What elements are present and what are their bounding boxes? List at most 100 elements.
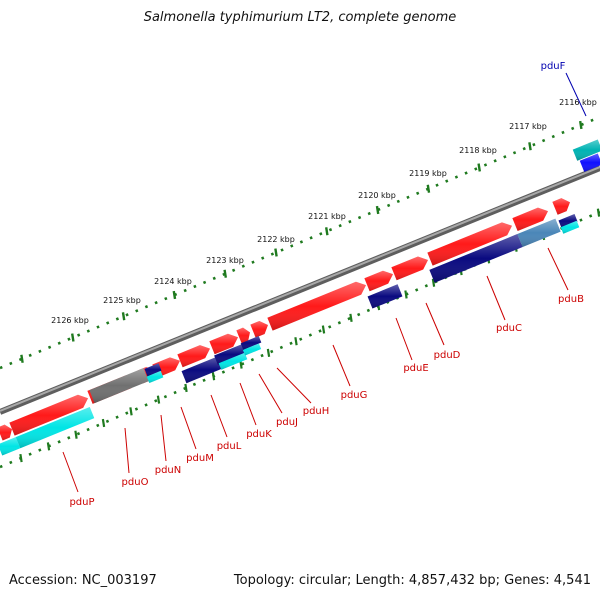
inner-tick bbox=[19, 453, 23, 463]
pduE-dark-block[interactable] bbox=[367, 284, 403, 309]
pduK-cyan-block[interactable] bbox=[242, 343, 262, 356]
ruler-label: 2120 kbp bbox=[358, 191, 396, 200]
ruler-label: 2118 kbp bbox=[459, 146, 497, 155]
pduL-dark-block[interactable] bbox=[214, 344, 246, 365]
inner-tick bbox=[404, 290, 408, 299]
gene-label-pduJ[interactable]: pduJ bbox=[276, 417, 298, 428]
pduG-arrow[interactable] bbox=[267, 281, 366, 331]
pduL-cyan-block[interactable] bbox=[218, 352, 248, 370]
pduE-arrow[interactable] bbox=[364, 270, 393, 292]
gene-leader-line bbox=[124, 427, 130, 474]
inner-tick bbox=[46, 442, 51, 451]
gene-leader-line bbox=[160, 414, 167, 462]
pduN-cyan-block[interactable] bbox=[146, 370, 164, 384]
pduP-cyan-block[interactable] bbox=[15, 407, 95, 449]
ruler-label: 2117 kbp bbox=[509, 122, 547, 131]
gene-label-pduK[interactable]: pduK bbox=[246, 429, 272, 440]
gene-leader-line bbox=[62, 451, 79, 493]
gene-label-pduN[interactable]: pduN bbox=[155, 465, 182, 476]
pduB-steel-block[interactable] bbox=[517, 218, 561, 248]
ruler-label: 2122 kbp bbox=[257, 235, 295, 244]
gene-label-pduE[interactable]: pduE bbox=[403, 363, 428, 374]
inner-tick bbox=[596, 208, 600, 217]
gene-label-pduP[interactable]: pduP bbox=[69, 497, 94, 508]
ruler-label: 2125 kbp bbox=[103, 296, 141, 305]
inner-tick bbox=[184, 383, 188, 393]
pduD-arrow[interactable] bbox=[391, 256, 428, 281]
gene-leader-line bbox=[239, 382, 257, 426]
gene-label-pduD[interactable]: pduD bbox=[434, 350, 461, 361]
ruler-tick bbox=[324, 227, 329, 236]
pduC-dark-block[interactable] bbox=[429, 234, 523, 283]
gene-leader-line bbox=[210, 394, 228, 438]
pduJ-arrow[interactable] bbox=[236, 327, 250, 344]
ruler-major-ticks bbox=[20, 120, 583, 363]
ruler-tick bbox=[70, 333, 75, 342]
genome-summary-text: Topology: circular; Length: 4,857,432 bp… bbox=[233, 573, 591, 588]
map-title: Salmonella typhimurium LT2, complete gen… bbox=[143, 10, 457, 25]
ruler-tick bbox=[172, 290, 177, 300]
inner-tick bbox=[101, 418, 106, 428]
ruler-label: 2124 kbp bbox=[154, 277, 192, 286]
gene-leader-line bbox=[486, 275, 506, 321]
gene-leader-line bbox=[258, 373, 283, 414]
pduF-blue-block[interactable] bbox=[579, 153, 600, 172]
inner-tick bbox=[239, 360, 243, 369]
pduC-arrow[interactable] bbox=[427, 222, 512, 266]
ruler-label: 2116 kbp bbox=[559, 98, 597, 107]
inner-major-ticks bbox=[19, 208, 600, 463]
pduN-dark-block[interactable] bbox=[144, 363, 162, 377]
pduK-arrow[interactable] bbox=[209, 333, 238, 355]
pduL-arrow[interactable] bbox=[177, 345, 210, 368]
gene-label-pduF[interactable]: pduF bbox=[541, 61, 566, 72]
ruler-tick bbox=[477, 163, 482, 172]
ruler-ring-inner bbox=[0, 210, 600, 469]
pduK-dark-block[interactable] bbox=[240, 336, 262, 350]
cyan-block-left[interactable] bbox=[0, 437, 21, 456]
ruler-tick bbox=[274, 248, 278, 257]
ruler-tick bbox=[121, 312, 126, 321]
ruler-label: 2126 kbp bbox=[51, 316, 89, 325]
gene-label-pduL[interactable]: pduL bbox=[217, 441, 242, 452]
gene-label-pduC[interactable]: pduC bbox=[496, 323, 522, 334]
pduP-arrow[interactable] bbox=[9, 394, 88, 436]
pduP-arrow-a[interactable] bbox=[0, 424, 12, 441]
inner-tick bbox=[129, 407, 133, 416]
ruler-label: 2123 kbp bbox=[206, 256, 244, 265]
gene-leader-line bbox=[547, 247, 569, 291]
gene-leader-line bbox=[395, 317, 413, 361]
pduA-arrow[interactable] bbox=[552, 198, 570, 215]
pduM-dark-block[interactable] bbox=[181, 356, 223, 384]
gene-leader-line bbox=[180, 406, 197, 450]
pduO-gray-block[interactable] bbox=[89, 368, 149, 404]
gene-label-pduH[interactable]: pduH bbox=[303, 406, 330, 417]
gene-leader-line bbox=[276, 367, 312, 404]
pduA-dark-block[interactable] bbox=[558, 214, 578, 228]
gene-label-pduO[interactable]: pduO bbox=[122, 477, 149, 488]
pduF-teal-block[interactable] bbox=[572, 139, 600, 161]
ruler-tick bbox=[375, 205, 380, 215]
pduA-cyan-block[interactable] bbox=[560, 220, 580, 234]
ruler-tick bbox=[426, 184, 431, 193]
gene-label-pduB[interactable]: pduB bbox=[558, 294, 584, 305]
inner-tick bbox=[266, 348, 271, 358]
pduB-arrow[interactable] bbox=[512, 207, 548, 232]
accession-text: Accession: NC_003197 bbox=[9, 573, 157, 588]
gene-leader-line bbox=[425, 302, 445, 346]
ruler-tick bbox=[578, 120, 583, 130]
gene-label-pduM[interactable]: pduM bbox=[186, 453, 214, 464]
inner-tick bbox=[431, 278, 436, 287]
gene-leader-line bbox=[565, 72, 587, 117]
inner-tick bbox=[321, 325, 326, 334]
gene-label-pduG[interactable]: pduG bbox=[341, 390, 368, 401]
ruler-label: 2121 kbp bbox=[308, 212, 346, 221]
inner-tick bbox=[349, 313, 353, 322]
ruler-label: 2119 kbp bbox=[409, 169, 447, 178]
ruler-tick bbox=[528, 142, 532, 151]
ruler-tick bbox=[20, 354, 24, 363]
genome-backbone bbox=[0, 165, 600, 415]
gene-leader-line bbox=[332, 344, 351, 387]
ruler-labels: 2116 kbp 2117 kbp 2118 kbp 2119 kbp 2120 kbp… bbox=[51, 98, 597, 325]
pduH-arrow[interactable] bbox=[250, 320, 268, 338]
